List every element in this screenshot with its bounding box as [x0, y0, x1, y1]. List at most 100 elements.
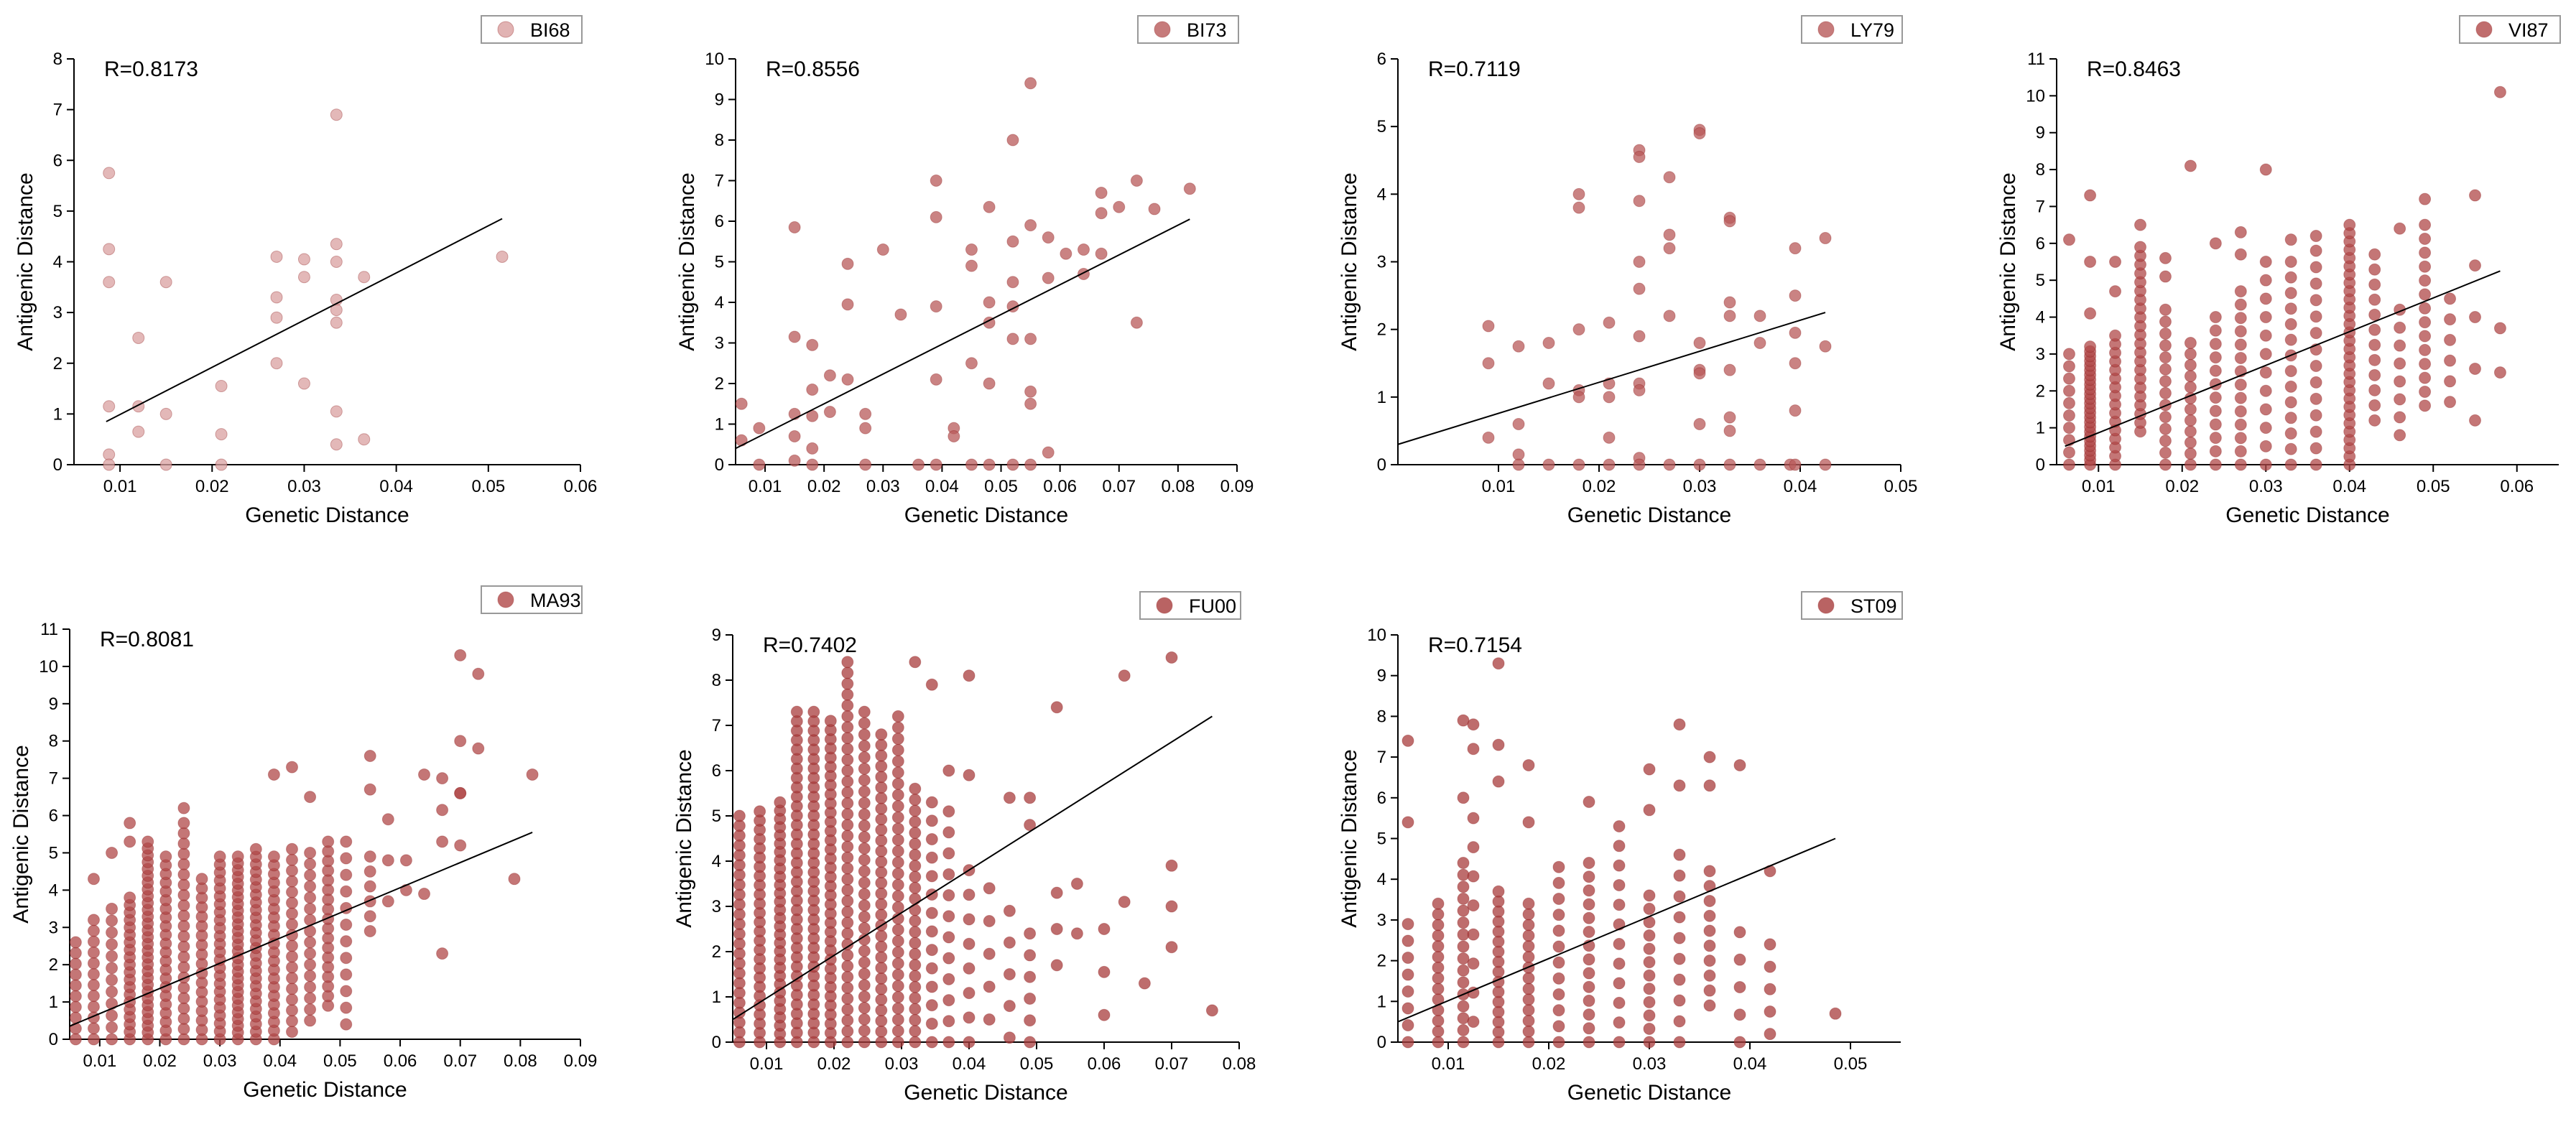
data-point — [2419, 246, 2432, 259]
data-point — [1148, 203, 1161, 215]
x-axis-title: Genetic Distance — [904, 1081, 1067, 1105]
data-point — [106, 846, 119, 859]
data-point — [790, 705, 803, 718]
data-point — [2159, 458, 2172, 471]
data-point — [1572, 201, 1585, 214]
y-tick-label: 2 — [2036, 381, 2045, 401]
data-point — [912, 458, 925, 471]
data-point — [1703, 751, 1716, 763]
data-point — [106, 902, 119, 915]
data-point — [2209, 418, 2222, 431]
data-point — [2419, 358, 2432, 371]
data-point — [87, 990, 100, 1003]
data-point — [1457, 791, 1470, 804]
data-point — [1457, 714, 1470, 727]
data-point — [2493, 85, 2506, 98]
data-point — [858, 762, 871, 775]
scatter-panel-st09: 0.01 0.02 0.03 0.04 0.05 0 1 2 3 4 5 6 7 8 9 10 Genetic … — [1338, 591, 1903, 1105]
data-point — [177, 950, 190, 963]
data-point — [1457, 904, 1470, 917]
data-point — [508, 873, 521, 886]
data-point — [103, 400, 116, 413]
data-point — [2419, 385, 2432, 398]
data-point — [1603, 391, 1616, 404]
x-tick-label: 0.01 — [749, 477, 782, 496]
data-point — [1723, 215, 1736, 228]
x-tick-label: 0.06 — [1088, 1054, 1121, 1074]
data-point — [963, 937, 976, 950]
data-point — [2368, 399, 2381, 412]
data-point — [1789, 404, 1802, 417]
data-point — [841, 699, 854, 712]
data-point — [304, 869, 317, 882]
data-point — [925, 796, 938, 809]
data-point — [841, 830, 854, 842]
data-point — [2209, 364, 2222, 377]
legend: ST09 — [1801, 591, 1903, 620]
data-point — [363, 783, 376, 796]
data-point — [2259, 329, 2272, 342]
data-point — [142, 835, 154, 848]
data-point — [1024, 949, 1037, 962]
data-point — [2234, 458, 2247, 471]
data-point — [1522, 983, 1535, 995]
data-point — [1070, 878, 1083, 890]
data-point — [2284, 302, 2297, 315]
y-tick-label: 1 — [712, 988, 721, 1007]
data-point — [285, 896, 298, 909]
data-point — [909, 1036, 922, 1049]
data-point — [2259, 348, 2272, 361]
data-point — [1552, 893, 1565, 906]
data-point — [963, 913, 976, 926]
regression-line — [735, 218, 1190, 450]
x-tick-label: 0.03 — [885, 1054, 919, 1074]
x-tick-label: 0.05 — [1834, 1054, 1868, 1074]
data-point — [1663, 242, 1676, 255]
data-point — [1432, 897, 1445, 910]
data-point — [2419, 260, 2432, 273]
data-point — [875, 962, 888, 975]
data-point — [983, 377, 996, 390]
data-point — [1673, 994, 1686, 1007]
data-point — [1482, 431, 1495, 444]
data-point — [942, 847, 955, 860]
data-point — [1663, 458, 1676, 471]
data-point — [1663, 228, 1676, 241]
data-point — [454, 839, 467, 852]
data-point — [858, 774, 871, 786]
data-point — [1753, 337, 1766, 349]
data-point — [1633, 151, 1646, 164]
data-point — [1552, 1004, 1565, 1017]
data-point — [909, 860, 922, 873]
data-point — [1703, 969, 1716, 982]
data-point — [2159, 411, 2172, 424]
x-tick-label: 0.02 — [807, 477, 841, 496]
data-point — [1703, 779, 1716, 792]
data-point — [942, 972, 955, 985]
data-point — [2184, 159, 2197, 172]
x-tick-label: 0.01 — [83, 1051, 116, 1071]
data-point — [87, 935, 100, 948]
data-point — [2419, 343, 2432, 356]
data-point — [1457, 964, 1470, 977]
data-point — [177, 1012, 190, 1025]
data-point — [1522, 1004, 1535, 1017]
data-point — [1024, 219, 1037, 232]
data-point — [177, 961, 190, 974]
data-point — [87, 914, 100, 926]
data-point — [841, 775, 854, 788]
y-tick-label: 1 — [1377, 992, 1386, 1011]
y-tick-label: 1 — [1377, 388, 1386, 407]
data-point — [891, 1013, 904, 1026]
data-point — [2394, 339, 2406, 352]
x-tick-label: 0.03 — [1633, 1054, 1667, 1074]
regression-line — [1397, 837, 1836, 1023]
y-tick-label: 5 — [2036, 271, 2045, 290]
data-point — [69, 947, 82, 960]
data-point — [1467, 718, 1480, 731]
data-point — [106, 962, 119, 975]
data-point — [875, 972, 888, 985]
data-point — [841, 1014, 854, 1027]
data-point — [891, 733, 904, 746]
data-point — [2368, 353, 2381, 366]
